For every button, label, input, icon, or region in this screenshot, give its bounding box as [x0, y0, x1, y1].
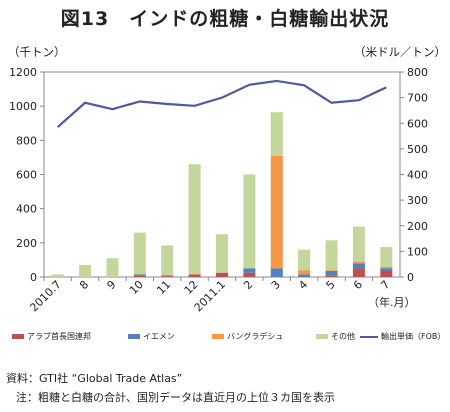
y2-tick-label: 500	[407, 143, 428, 156]
left-axis-unit: （千トン）	[8, 45, 66, 59]
bar-segment	[188, 164, 201, 275]
y2-tick-label: 100	[407, 245, 428, 258]
legend-label: バングラデシュ	[227, 332, 284, 341]
legend-item: バングラデシュ	[212, 331, 283, 342]
bar-segment	[243, 272, 256, 277]
bar-segment	[106, 258, 119, 277]
legend-swatch	[212, 334, 224, 339]
y2-tick-label: 0	[407, 271, 414, 284]
legend-label: アラブ首長国連邦	[27, 332, 91, 341]
y2-tick-label: 700	[407, 92, 428, 105]
x-tick-label: 3	[269, 278, 283, 292]
bar-segment	[51, 274, 64, 277]
bar-segment	[161, 276, 174, 277]
x-axis-unit: （年.月）	[368, 295, 416, 309]
bar-segment	[133, 274, 146, 276]
x-tick-label: 11	[154, 278, 173, 297]
bar-segment	[216, 234, 228, 273]
bar-segment	[380, 271, 393, 277]
x-tick-label: 2011.1	[192, 278, 228, 314]
bar-line-chart: 0 200 400 600 800 1000 1200 0 100 200 300 400 500 600…	[9, 66, 428, 314]
bar-segment	[380, 247, 393, 267]
bar-segment	[352, 268, 365, 277]
bar-segment	[298, 249, 311, 271]
y-tick-label: 400	[16, 203, 37, 216]
bar-segment	[133, 232, 146, 275]
legend-label: その他	[331, 332, 355, 341]
bar-segment	[380, 266, 393, 269]
y2-tick-label: 400	[407, 169, 428, 182]
y2-tick-label: 600	[407, 117, 428, 130]
x-tick-label: 2	[241, 278, 255, 292]
y-tick-label: 0	[30, 271, 37, 284]
x-tick-label: 7	[378, 278, 392, 292]
bar-segment	[352, 261, 365, 264]
y-tick-label: 1000	[9, 100, 37, 113]
x-tick-label: 8	[77, 278, 91, 292]
legend-item: イエメン	[128, 331, 175, 342]
legend-label: イエメン	[143, 332, 175, 341]
x-tick-label: 6	[351, 278, 365, 292]
legend-item: アラブ首長国連邦	[12, 331, 91, 342]
chart-title: 図13 インドの粗糖・白糖輸出状況	[60, 8, 390, 30]
legend-swatch	[12, 334, 24, 339]
y-tick-label: 800	[16, 134, 37, 147]
bar-segment	[270, 268, 283, 277]
legend-swatch	[316, 334, 328, 339]
source-note: 資料：GTI社 “Global Trade Atlas”	[6, 372, 183, 385]
price-line	[56, 79, 387, 128]
x-tick-label: 9	[104, 278, 118, 292]
x-tick-label: 5	[324, 278, 338, 292]
x-tick-label: 4	[296, 278, 310, 292]
footnote: 注：粗糖と白糖の合計、国別データは直近月の上位３カ国を表示	[16, 391, 335, 404]
bar-segment	[161, 275, 174, 277]
bar-segment	[380, 268, 393, 272]
bar-segment	[325, 270, 338, 272]
legend-item: 輸出単価（FOB）	[360, 331, 445, 342]
legend-swatch	[128, 334, 140, 339]
y-tick-label: 600	[16, 169, 37, 182]
y-tick-label: 1200	[9, 66, 37, 79]
bar-segment	[298, 270, 311, 275]
bar-segment	[243, 268, 256, 273]
bar-segment	[325, 271, 338, 276]
legend-item: その他	[316, 331, 355, 342]
bar-segment	[352, 263, 365, 269]
x-tick-label: 12	[182, 278, 201, 297]
legend-swatch	[360, 335, 378, 338]
bar-segment	[243, 174, 256, 269]
chart-legend: アラブ首長国連邦 イエメン バングラデシュ その他 輸出単価（FOB）	[10, 331, 450, 347]
y2-tick-label: 300	[407, 194, 428, 207]
bar-segment	[352, 226, 365, 262]
bar-segment	[298, 274, 311, 277]
bar-segment	[188, 274, 201, 277]
x-tick-label: 10	[127, 278, 146, 297]
bar-segment	[161, 245, 174, 276]
bar-segment	[270, 155, 283, 269]
y2-tick-label: 800	[407, 66, 428, 79]
bar-segment	[133, 275, 146, 277]
y-tick-label: 200	[16, 237, 37, 250]
bar-segment	[216, 272, 228, 277]
bar-segment	[325, 240, 338, 271]
right-axis-unit: （米ドル／トン）	[354, 45, 446, 59]
bar-segment	[325, 275, 338, 277]
y2-tick-label: 200	[407, 220, 428, 233]
legend-label: 輸出単価（FOB）	[381, 332, 446, 341]
bar-segment	[270, 112, 283, 156]
bar-segment	[79, 265, 92, 277]
